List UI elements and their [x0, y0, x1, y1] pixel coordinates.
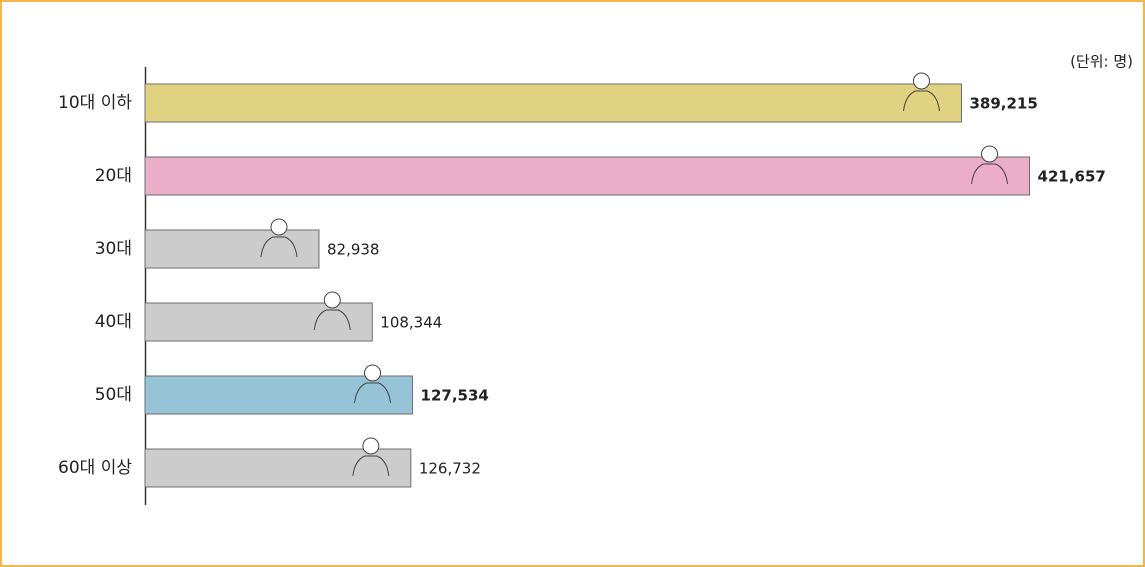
bar	[144, 229, 320, 269]
bar	[144, 156, 1031, 196]
icon-body	[971, 163, 1009, 185]
icon-head	[270, 218, 288, 236]
icon-head	[981, 145, 999, 163]
person-icon	[313, 291, 351, 331]
icon-body	[354, 382, 392, 404]
category-label: 50대	[95, 385, 132, 405]
person-icon	[354, 364, 392, 404]
category-label: 30대	[95, 239, 132, 259]
category-label: 10대 이하	[58, 93, 132, 113]
icon-head	[362, 437, 380, 455]
unit-label: (단위: 명)	[1070, 53, 1133, 71]
person-icon	[971, 145, 1009, 185]
value-label: 421,657	[1038, 168, 1106, 186]
category-label: 20대	[95, 166, 132, 186]
person-icon	[352, 437, 390, 477]
icon-body	[260, 236, 298, 258]
value-label: 126,732	[419, 460, 481, 478]
value-label: 127,534	[421, 387, 489, 405]
value-label: 82,938	[327, 241, 380, 259]
icon-head	[364, 364, 382, 382]
person-icon	[902, 72, 940, 112]
bar	[144, 448, 412, 488]
value-label: 108,344	[380, 314, 442, 332]
bar	[144, 302, 373, 342]
bar	[144, 375, 414, 415]
person-icon	[260, 218, 298, 258]
icon-body	[902, 90, 940, 112]
category-label: 40대	[95, 312, 132, 332]
icon-body	[352, 455, 390, 477]
icon-head	[323, 291, 341, 309]
category-label: 60대 이상	[58, 458, 132, 478]
icon-body	[313, 309, 351, 331]
value-label: 389,215	[969, 95, 1037, 113]
icon-head	[912, 72, 930, 90]
bar	[144, 83, 962, 123]
